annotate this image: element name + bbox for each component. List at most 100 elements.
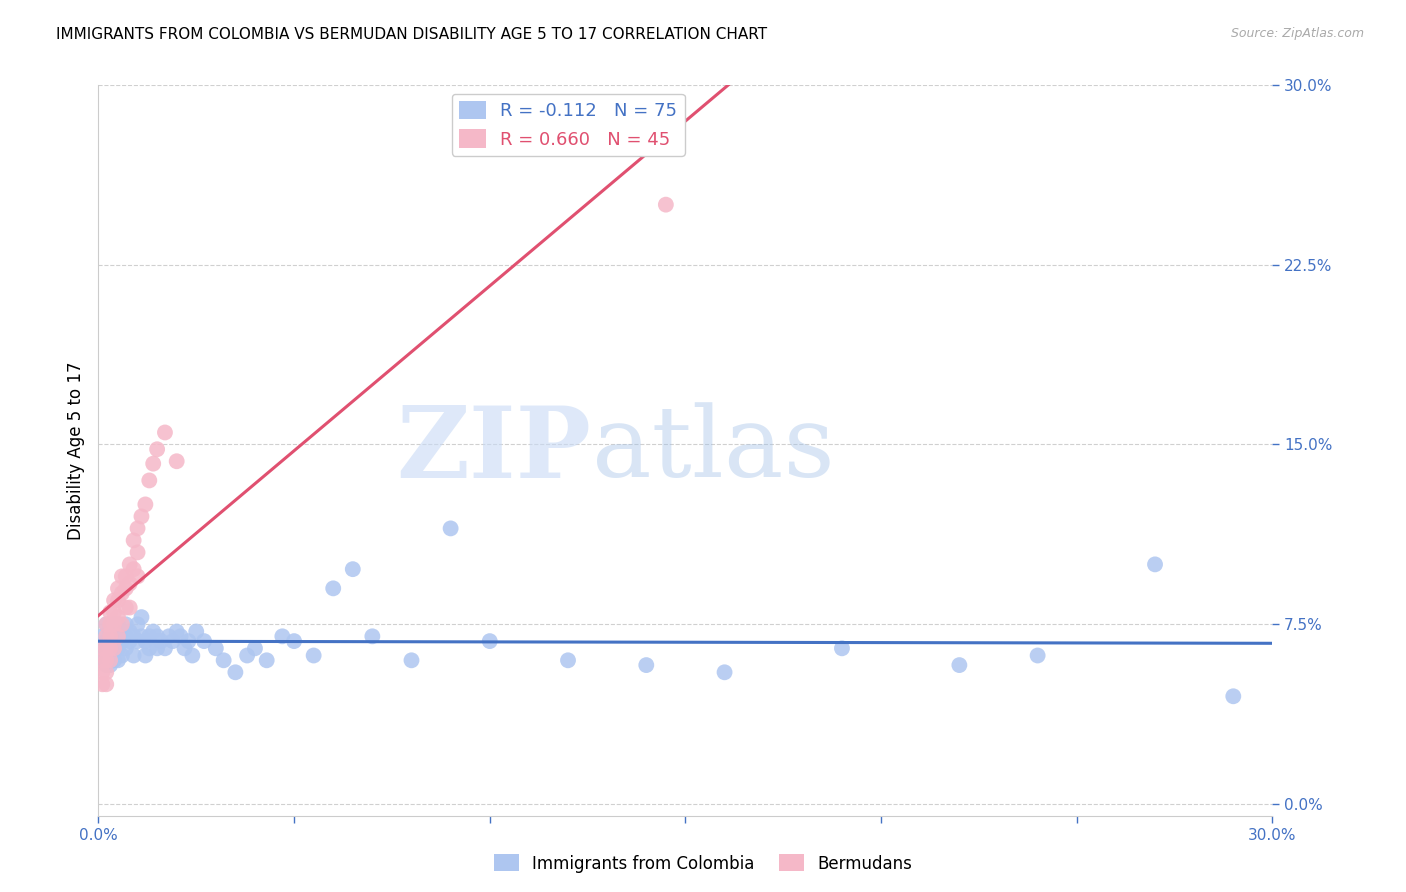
Point	[122, 629, 145, 643]
Point	[103, 617, 125, 632]
Point	[114, 617, 136, 632]
Point	[1026, 648, 1049, 663]
Point	[948, 658, 970, 673]
Point	[138, 474, 160, 488]
Point	[283, 634, 305, 648]
Point	[122, 562, 145, 576]
Point	[134, 648, 156, 663]
Text: IMMIGRANTS FROM COLOMBIA VS BERMUDAN DISABILITY AGE 5 TO 17 CORRELATION CHART: IMMIGRANTS FROM COLOMBIA VS BERMUDAN DIS…	[56, 27, 768, 42]
Legend: Immigrants from Colombia, Bermudans: Immigrants from Colombia, Bermudans	[486, 847, 920, 880]
Point	[91, 641, 114, 656]
Point	[142, 457, 165, 471]
Point	[91, 653, 114, 667]
Point	[131, 610, 153, 624]
Point	[127, 521, 149, 535]
Point	[118, 624, 141, 639]
Point	[98, 605, 121, 619]
Point	[322, 582, 344, 596]
Point	[256, 653, 278, 667]
Point	[831, 641, 853, 656]
Point	[91, 677, 114, 691]
Point	[181, 648, 204, 663]
Point	[205, 641, 228, 656]
Point	[96, 653, 118, 667]
Point	[114, 600, 136, 615]
Point	[107, 610, 129, 624]
Point	[96, 677, 118, 691]
Point	[478, 634, 501, 648]
Point	[98, 641, 121, 656]
Point	[107, 653, 129, 667]
Point	[212, 653, 235, 667]
Point	[127, 569, 149, 583]
Point	[122, 533, 145, 548]
Point	[118, 558, 141, 572]
Point	[157, 629, 180, 643]
Point	[401, 653, 423, 667]
Point	[146, 442, 169, 457]
Point	[103, 593, 125, 607]
Legend: R = -0.112   N = 75, R = 0.660   N = 45: R = -0.112 N = 75, R = 0.660 N = 45	[451, 94, 685, 156]
Point	[96, 617, 118, 632]
Point	[162, 634, 184, 648]
Point	[107, 617, 129, 632]
Point	[98, 629, 121, 643]
Point	[153, 641, 176, 656]
Point	[96, 634, 118, 648]
Point	[98, 641, 121, 656]
Point	[98, 624, 121, 639]
Point	[98, 648, 121, 663]
Point	[98, 653, 121, 667]
Point	[96, 658, 118, 673]
Point	[111, 624, 134, 639]
Point	[169, 629, 191, 643]
Point	[111, 617, 134, 632]
Point	[98, 658, 121, 673]
Point	[224, 665, 246, 680]
Point	[166, 454, 188, 468]
Point	[103, 629, 125, 643]
Point	[103, 641, 125, 656]
Point	[557, 653, 579, 667]
Point	[107, 582, 129, 596]
Point	[111, 648, 134, 663]
Text: atlas: atlas	[592, 402, 834, 499]
Point	[96, 617, 118, 632]
Point	[127, 545, 149, 559]
Point	[103, 641, 125, 656]
Point	[146, 641, 169, 656]
Point	[103, 617, 125, 632]
Point	[236, 648, 259, 663]
Point	[96, 648, 118, 663]
Point	[96, 629, 118, 643]
Point	[138, 629, 160, 643]
Text: ZIP: ZIP	[396, 402, 592, 499]
Point	[118, 600, 141, 615]
Point	[150, 634, 173, 648]
Point	[193, 634, 215, 648]
Point	[96, 665, 118, 680]
Point	[134, 634, 156, 648]
Point	[118, 634, 141, 648]
Point	[271, 629, 294, 643]
Point	[98, 634, 121, 648]
Point	[127, 617, 149, 632]
Point	[91, 641, 114, 656]
Point	[114, 641, 136, 656]
Point	[342, 562, 364, 576]
Point	[146, 629, 169, 643]
Point	[118, 576, 141, 591]
Y-axis label: Disability Age 5 to 17: Disability Age 5 to 17	[66, 361, 84, 540]
Point	[96, 641, 118, 656]
Point	[1222, 690, 1244, 704]
Point	[107, 629, 129, 643]
Point	[127, 634, 149, 648]
Point	[1144, 558, 1167, 572]
Point	[91, 653, 114, 667]
Point	[131, 629, 153, 643]
Point	[302, 648, 325, 663]
Point	[713, 665, 735, 680]
Point	[122, 648, 145, 663]
Point	[107, 641, 129, 656]
Point	[134, 497, 156, 511]
